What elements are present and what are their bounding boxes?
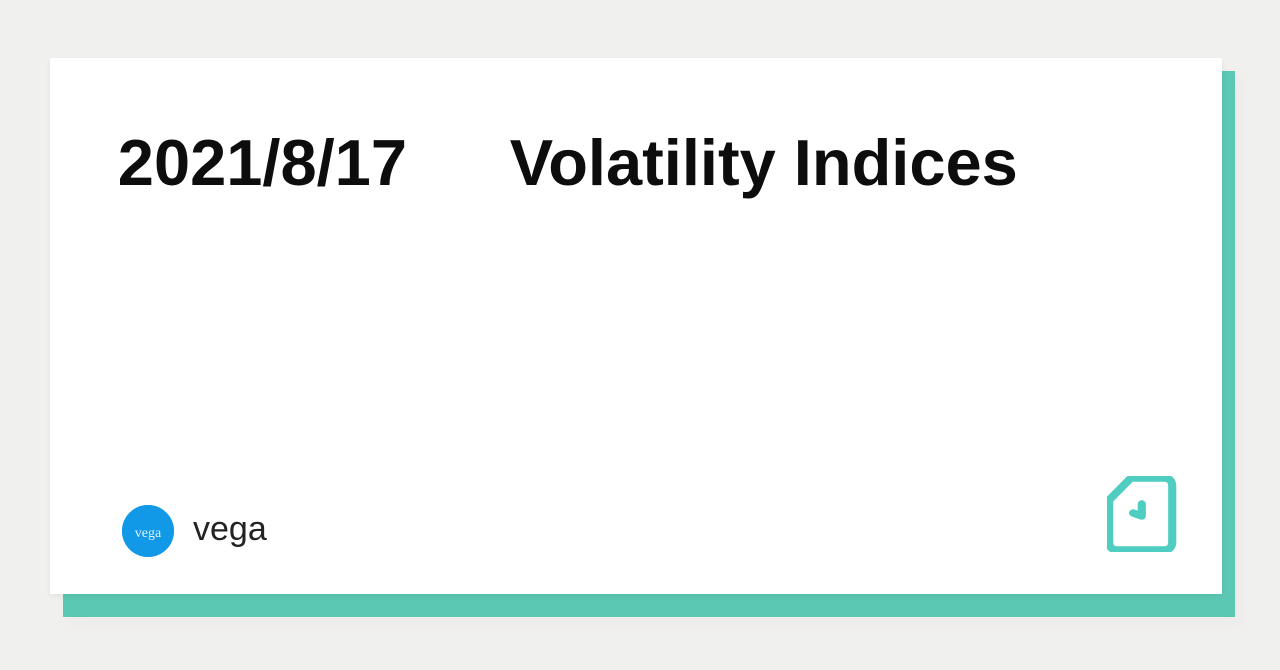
svg-text:vega: vega (135, 526, 162, 541)
